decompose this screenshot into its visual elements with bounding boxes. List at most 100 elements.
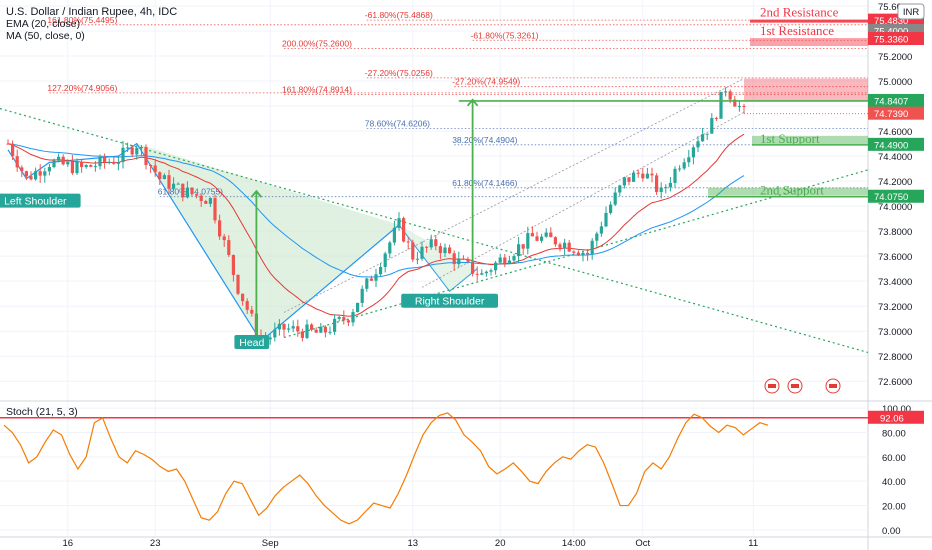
candle-body [356, 302, 360, 313]
candle-body [544, 232, 548, 237]
y-tick-label: 74.6000 [878, 127, 912, 138]
candle-body [328, 331, 332, 333]
fib-label: -61.80%(75.4868) [365, 10, 433, 20]
y-tick-label: 73.0000 [878, 327, 912, 338]
stoch-tick-label: 40.00 [882, 477, 906, 488]
candle-body [70, 161, 74, 174]
candle-body [618, 185, 622, 193]
fib-label: 127.20%(74.9056) [47, 83, 117, 93]
candle-body [595, 233, 599, 241]
candle-body [705, 133, 709, 135]
candle-body [144, 147, 148, 165]
candle-body [57, 156, 61, 161]
x-tick-label: 23 [150, 538, 161, 549]
candle-body [420, 246, 424, 259]
ema-20-line [7, 133, 745, 317]
candle-body [512, 256, 516, 261]
ma-legend: MA (50, close, 0) [6, 30, 85, 42]
stoch-tick-label: 60.00 [882, 453, 906, 464]
level-label: 2nd Resistance [760, 5, 839, 20]
level-label: 2nd Support [760, 183, 824, 198]
fib-label: 161.80%(75.4495) [47, 15, 117, 25]
candle-body [475, 273, 479, 275]
stoch-tick-label: 80.00 [882, 428, 906, 439]
currency-badge-box[interactable] [897, 3, 925, 20]
price-label: 75.4000 [874, 27, 908, 38]
target-arrow-head [466, 98, 479, 107]
candle-body [466, 259, 470, 262]
event-flag-icon [829, 384, 837, 388]
candle-body [452, 253, 456, 265]
candle-body [61, 156, 65, 165]
candle-body [199, 195, 203, 202]
currency-badge[interactable]: INR [903, 7, 920, 18]
candle-body [733, 99, 737, 107]
stoch-tick-label: 20.00 [882, 502, 906, 513]
candle-body [530, 233, 534, 237]
x-tick-label: 20 [495, 538, 506, 549]
candle-body [494, 262, 498, 271]
candle-body [204, 201, 208, 204]
candle-body [305, 324, 309, 338]
price-label-box [868, 106, 924, 120]
candle-body [471, 261, 475, 274]
fib-label: 78.60%(74.6206) [365, 119, 430, 129]
candle-body [540, 236, 544, 241]
candle-body [650, 173, 654, 176]
pattern-label-box [234, 334, 270, 349]
candle-body [627, 177, 631, 182]
price-label: 75.3360 [874, 35, 908, 46]
candle-body [365, 278, 369, 289]
head-triangle [136, 143, 400, 342]
channel-line [421, 111, 745, 288]
candle-body [710, 118, 714, 134]
candle-body [696, 141, 700, 148]
candle-body [107, 161, 111, 163]
price-label-box [868, 189, 924, 203]
candle-body [319, 326, 323, 333]
candle-body [162, 175, 166, 180]
candle-body [369, 278, 373, 281]
candle-body [517, 244, 521, 257]
candle-body [535, 236, 539, 241]
support-trendline [283, 169, 869, 339]
resistance-zone [744, 78, 868, 102]
candle-body [383, 253, 387, 267]
candle-body [632, 172, 636, 182]
candle-body [636, 172, 640, 174]
candle-body [149, 164, 153, 166]
event-flag-icon [791, 384, 799, 388]
candle-body [43, 171, 47, 176]
candle-body [158, 172, 162, 180]
candle-body [195, 194, 199, 196]
candle-body [250, 309, 254, 314]
resistance-band [750, 38, 868, 47]
candle-body [664, 187, 668, 189]
candle-body [613, 192, 617, 205]
candle-body [176, 183, 180, 185]
candle-body [80, 161, 84, 168]
price-label-box [868, 32, 924, 46]
candle-body [457, 258, 461, 265]
y-tick-label: 73.4000 [878, 277, 912, 288]
candle-body [379, 266, 383, 275]
candle-body [724, 91, 728, 93]
candle-body [323, 326, 327, 333]
price-label: 75.4830 [874, 16, 908, 27]
candle-body [47, 167, 51, 172]
candle-body [241, 293, 245, 302]
y-tick-label: 74.2000 [878, 177, 912, 188]
candle-body [406, 241, 410, 243]
fib-label: -27.20%(74.9549) [452, 77, 520, 87]
candle-body [11, 143, 15, 157]
candle-body [558, 244, 562, 248]
candle-body [737, 106, 741, 108]
candle-body [222, 236, 226, 241]
candle-body [126, 147, 130, 149]
y-tick-label: 73.6000 [878, 252, 912, 263]
stoch-legend: Stoch (21, 5, 3) [6, 406, 78, 418]
candle-body [691, 147, 695, 158]
candle-body [139, 147, 143, 149]
